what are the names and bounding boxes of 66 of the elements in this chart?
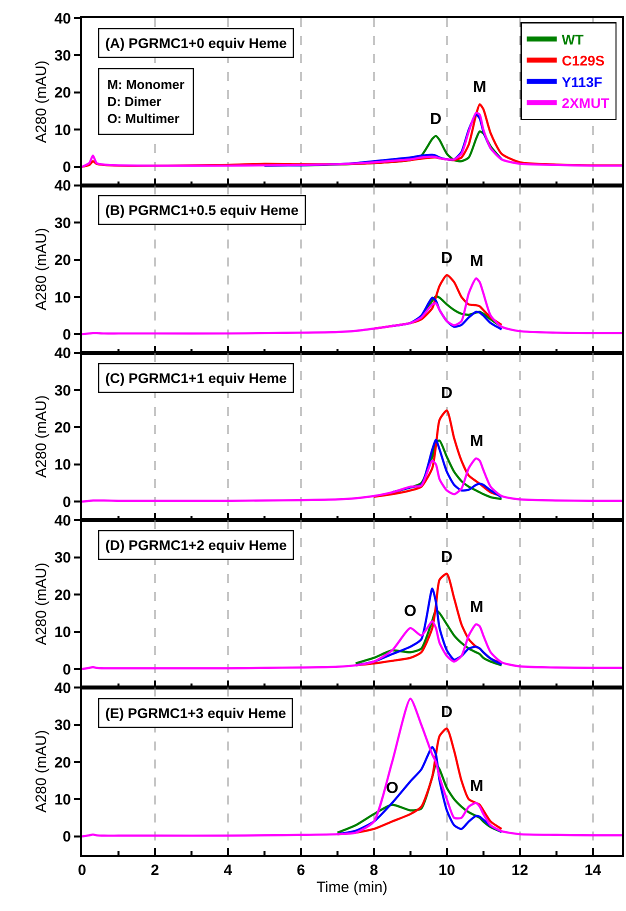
text: (C) PGRMC1+1 equiv Heme <box>105 370 288 386</box>
y-tick-label: 20 <box>54 419 71 436</box>
y-tick-label: 20 <box>54 586 71 604</box>
x-tick-label: 8 <box>370 862 378 879</box>
y-axis-title: A280 (mAU) <box>33 562 50 646</box>
y-tick-label: 20 <box>54 754 71 772</box>
legend-label: Y113F <box>562 74 603 90</box>
y-tick-label: 30 <box>54 717 71 734</box>
y-tick-label: 10 <box>54 791 71 808</box>
y-tick-label: 40 <box>54 512 71 530</box>
y-tick-label: 0 <box>62 494 71 511</box>
text: (D) PGRMC1+2 equiv Heme <box>105 537 288 554</box>
text: (B) PGRMC1+0.5 equiv Heme <box>105 202 299 218</box>
y-tick-label: 0 <box>62 661 71 678</box>
y-tick-label: 0 <box>62 326 71 344</box>
x-tick-label: 6 <box>296 862 306 879</box>
annotation: D <box>441 549 453 566</box>
y-tick-label: 10 <box>54 624 71 642</box>
legend-label: WT <box>562 31 584 48</box>
text: (A) PGRMC1+0 equiv Heme <box>105 35 288 52</box>
x-axis-title: Time (min) <box>316 879 388 896</box>
legend-label: 2XMUT <box>562 95 610 112</box>
line-series <box>82 277 622 336</box>
y-axis-title: A280 (mAU) <box>33 395 50 478</box>
y-axis-title: A280 (mAU) <box>33 730 50 813</box>
line-series <box>82 457 622 503</box>
annotation: M <box>470 778 484 795</box>
y-tick-label: 10 <box>54 456 71 474</box>
line-series <box>82 620 622 670</box>
text: (E) PGRMC1+3 equiv Heme <box>105 705 286 722</box>
y-tick-label: 40 <box>54 680 71 697</box>
y-tick-label: 30 <box>54 214 71 232</box>
x-tick-label: 10 <box>438 862 456 879</box>
y-tick-label: 40 <box>54 178 71 195</box>
x-tick-label: 0 <box>78 862 86 879</box>
line-series <box>336 763 503 834</box>
y-tick-label: 30 <box>54 47 71 64</box>
y-tick-label: 30 <box>54 382 71 400</box>
y-tick-label: 0 <box>62 828 71 846</box>
annotation: M <box>470 433 484 450</box>
annotation: M <box>470 599 484 616</box>
line-series <box>82 698 622 838</box>
y-axis-title: A280 (mAU) <box>33 228 50 310</box>
y-axis-title: A280 (mAU) <box>33 60 50 143</box>
x-tick-label: 4 <box>224 862 233 879</box>
annotation: O <box>404 603 416 620</box>
x-tick-label: 2 <box>150 862 160 879</box>
annotation: D <box>441 250 453 267</box>
legend-label: C129S <box>562 52 605 69</box>
y-tick-label: 40 <box>54 345 71 362</box>
annotation: D <box>441 385 453 402</box>
annotation: M <box>473 79 486 96</box>
annotation: D <box>441 704 453 721</box>
annotation: M <box>470 253 484 270</box>
annotation: D <box>430 111 442 128</box>
y-tick-label: 0 <box>62 159 71 176</box>
annotation: M: Monomer D: Dimer O: Multimer <box>107 77 184 126</box>
y-tick-label: 40 <box>54 10 71 28</box>
y-tick-label: 20 <box>54 252 71 270</box>
y-tick-label: 20 <box>54 84 71 102</box>
x-tick-label: 12 <box>511 862 528 879</box>
y-tick-label: 10 <box>54 122 71 139</box>
x-tick-label: 14 <box>584 862 602 879</box>
y-tick-label: 10 <box>54 289 71 306</box>
y-tick-label: 30 <box>54 550 71 567</box>
annotation: O <box>386 780 398 797</box>
